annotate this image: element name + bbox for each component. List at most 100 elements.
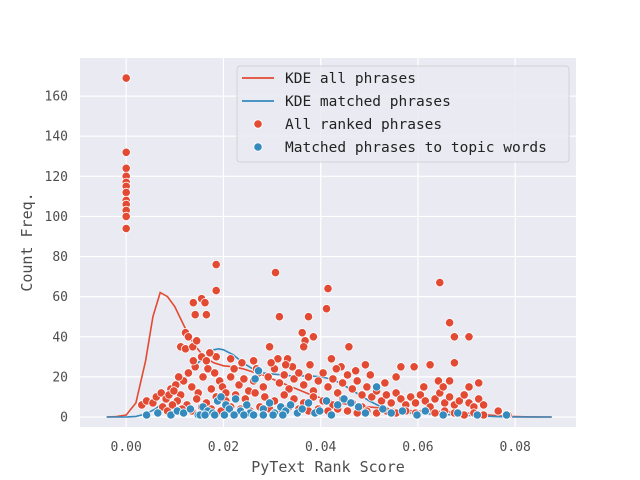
matched-phrase-point (339, 394, 349, 404)
ranked-phrase-point (289, 374, 299, 384)
legend: KDE all phrases KDE matched phrases All ra… (236, 65, 570, 163)
ranked-phrase-point (206, 384, 216, 394)
ranked-phrase-point (351, 366, 361, 376)
legend-box (236, 65, 570, 163)
ranked-phrase-point (234, 380, 244, 390)
ranked-phrase-point (331, 364, 341, 374)
ranked-phrase-point (183, 368, 193, 378)
ranked-phrase-point (493, 406, 503, 416)
ranked-phrase-point (121, 187, 131, 197)
matched-phrase-point (315, 406, 325, 416)
matched-phrase-point (142, 410, 152, 420)
ranked-phrase-point (464, 382, 474, 392)
matched-phrase-point (210, 410, 220, 420)
ranked-phrase-point (203, 364, 213, 374)
ranked-phrase-point (211, 259, 221, 270)
ranked-phrase-point (323, 283, 333, 294)
ranked-phrase-point (328, 374, 338, 384)
ranked-phrase-point (249, 356, 259, 366)
matched-phrase-point (253, 366, 264, 376)
ranked-phrase-point (396, 394, 406, 404)
ranked-phrase-point (270, 267, 281, 278)
ranked-phrase-point (415, 390, 425, 400)
matched-phrase-point (397, 406, 407, 416)
ranked-phrase-point (266, 358, 276, 368)
ranked-phrase-point (192, 336, 202, 346)
ranked-phrase-point (226, 372, 236, 382)
ranked-phrase-point (190, 310, 200, 320)
ranked-phrase-point (435, 277, 445, 288)
y-tick-label: 120 (45, 170, 68, 185)
ranked-phrase-point (409, 362, 419, 372)
matched-phrase-point (249, 410, 259, 420)
matched-phrase-point (321, 396, 332, 406)
matched-phrase-point (179, 408, 189, 418)
y-tick-label: 100 (45, 210, 68, 225)
ranked-phrase-point (425, 360, 435, 370)
legend-dot-swatch (253, 142, 263, 152)
ranked-phrase-point (347, 384, 357, 394)
y-tick-label: 160 (45, 90, 68, 105)
ranked-phrase-point (352, 376, 362, 386)
ranked-phrase-point (478, 400, 489, 410)
ranked-phrase-point (187, 382, 197, 392)
ranked-phrase-point (210, 368, 220, 378)
ranked-phrase-point (201, 356, 211, 366)
legend-label: KDE matched phrases (285, 94, 451, 110)
ranked-phrase-point (420, 396, 430, 406)
ranked-phrase-point (260, 392, 270, 402)
ranked-phrase-point (449, 332, 459, 342)
ranked-phrase-point (459, 390, 469, 400)
ranked-phrase-point (169, 386, 179, 396)
ranked-phrase-point (303, 312, 314, 322)
matched-phrase-point (297, 404, 307, 414)
ranked-phrase-point (205, 348, 215, 358)
x-tick-label: 0.08 (500, 440, 531, 455)
matched-phrase-point (268, 410, 278, 420)
y-tick-label: 80 (52, 250, 68, 265)
ranked-phrase-point (299, 380, 309, 390)
legend-label: All ranked phrases (285, 117, 442, 133)
ranked-phrase-point (344, 342, 354, 352)
legend-label: Matched phrases to topic words (285, 140, 547, 156)
ranked-phrase-point (211, 285, 221, 296)
ranked-phrase-point (183, 332, 193, 342)
ranked-phrase-point (279, 370, 289, 380)
matched-phrase-point (303, 398, 314, 408)
x-tick-label: 0.02 (208, 440, 239, 455)
matched-phrase-point (501, 410, 512, 420)
ranked-phrase-point (258, 382, 268, 392)
matched-phrase-point (453, 408, 463, 418)
ranked-phrase-point (250, 388, 260, 398)
ranked-phrase-point (279, 390, 289, 400)
matched-phrase-point (250, 374, 260, 384)
y-tick-label: 40 (52, 330, 68, 345)
ranked-phrase-point (367, 392, 377, 402)
x-tick-label: 0.04 (305, 440, 336, 455)
ranked-phrase-point (419, 382, 429, 392)
y-tick-label: 60 (52, 290, 68, 305)
ranked-phrase-point (229, 364, 239, 374)
ranked-phrase-point (237, 358, 247, 368)
x-tick-label: 0.06 (402, 440, 433, 455)
matched-phrase-point (285, 400, 296, 410)
ranked-phrase-point (323, 382, 333, 392)
matched-phrase-point (153, 408, 163, 418)
matched-phrase-point (412, 410, 422, 420)
ranked-phrase-point (239, 374, 249, 384)
ranked-phrase-point (281, 360, 291, 370)
ranked-phrase-point (365, 370, 375, 380)
ranked-phrase-point (192, 394, 202, 404)
ranked-phrase-point (121, 211, 131, 221)
ranked-phrase-point (433, 376, 443, 386)
matched-phrase-point (386, 408, 396, 418)
ranked-phrase-point (226, 354, 236, 364)
matched-phrase-point (229, 410, 239, 420)
matched-phrase-point (438, 410, 448, 420)
ranked-phrase-point (386, 398, 396, 408)
ranked-phrase-point (342, 406, 353, 416)
ranked-phrase-point (305, 360, 315, 370)
ranked-phrase-point (284, 384, 294, 394)
ranked-phrase-point (391, 388, 401, 398)
